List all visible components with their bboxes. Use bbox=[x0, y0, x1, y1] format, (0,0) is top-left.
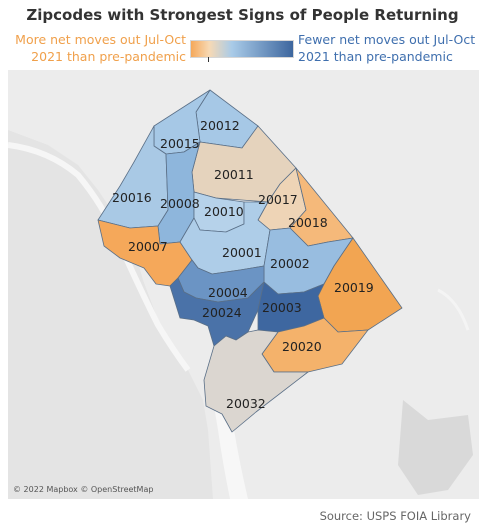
chart-title: Zipcodes with Strongest Signs of People … bbox=[26, 6, 459, 24]
zip-label-20032: 20032 bbox=[226, 396, 266, 411]
zip-label-20019: 20019 bbox=[334, 280, 374, 295]
zip-label-20007: 20007 bbox=[128, 239, 168, 254]
road bbox=[437, 288, 470, 331]
zip-label-20015: 20015 bbox=[160, 136, 200, 151]
dc-zipcode-map[interactable]: 20012 20015 20011 20016 20008 20010 2001… bbox=[8, 70, 479, 499]
legend-color-bar bbox=[190, 40, 294, 58]
zip-label-20011: 20011 bbox=[214, 167, 254, 182]
legend-low-label: More net moves out Jul-Oct 2021 than pre… bbox=[15, 32, 186, 64]
zip-label-20016: 20016 bbox=[112, 190, 152, 205]
legend-tick bbox=[208, 57, 209, 62]
zip-label-20004: 20004 bbox=[208, 285, 248, 300]
zip-label-20017: 20017 bbox=[258, 192, 298, 207]
zip-label-20024: 20024 bbox=[202, 305, 242, 320]
source-note: Source: USPS FOIA Library bbox=[319, 509, 471, 523]
virginia-land bbox=[8, 130, 213, 499]
zip-label-20012: 20012 bbox=[200, 118, 240, 133]
zip-label-20002: 20002 bbox=[270, 256, 310, 271]
zip-label-20018: 20018 bbox=[288, 215, 328, 230]
zip-label-20008: 20008 bbox=[160, 196, 200, 211]
zip-label-20010: 20010 bbox=[204, 204, 244, 219]
park-area bbox=[398, 400, 473, 495]
zip-label-20020: 20020 bbox=[282, 339, 322, 354]
zip-region-20024[interactable] bbox=[169, 277, 265, 347]
zip-region-20032[interactable] bbox=[203, 329, 309, 433]
zip-label-20003: 20003 bbox=[262, 300, 302, 315]
zip-label-20001: 20001 bbox=[222, 245, 262, 260]
map-attribution[interactable]: © 2022 Mapbox © OpenStreetMap bbox=[13, 485, 154, 494]
legend-high-label: Fewer net moves out Jul-Oct 2021 than pr… bbox=[298, 32, 476, 64]
